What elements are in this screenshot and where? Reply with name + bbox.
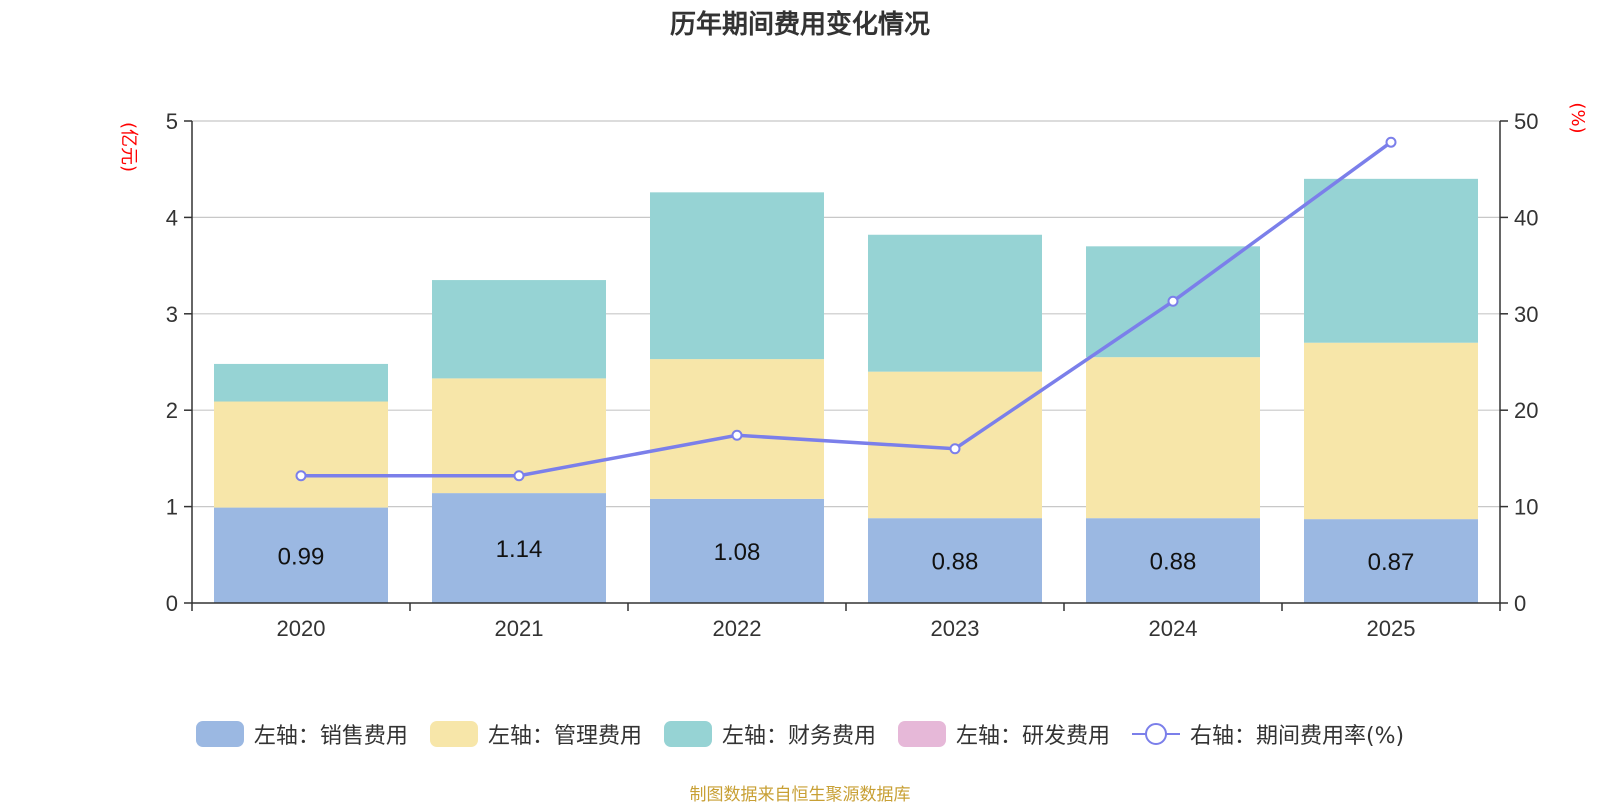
left-axis-unit: (亿元) (118, 122, 139, 172)
rate-point (295, 470, 307, 482)
x-tick-label: 2024 (1149, 616, 1198, 641)
bar (868, 518, 1042, 603)
rate-point (1167, 295, 1179, 307)
legend-item[interactable]: 左轴：管理费用 (429, 718, 642, 750)
x-tick-label: 2020 (277, 616, 326, 641)
rate-point (731, 429, 743, 441)
bar (214, 401, 388, 508)
bar-data-label: 0.87 (1368, 549, 1415, 576)
left-tick-label: 2 (166, 398, 178, 423)
bar-data-label: 0.99 (278, 543, 325, 570)
bar-data-label: 0.88 (932, 549, 979, 576)
left-tick-label: 1 (166, 495, 178, 520)
rate-point (1385, 136, 1397, 148)
legend-swatch (897, 721, 946, 747)
bar (214, 363, 388, 402)
bar (1086, 357, 1260, 519)
legend-label: 左轴：研发费用 (955, 724, 1110, 749)
right-tick-label: 30 (1514, 302, 1538, 327)
bar (432, 280, 606, 379)
legend-swatch (663, 721, 712, 747)
legend-item[interactable]: 右轴：期间费用率(%) (1131, 718, 1405, 750)
legend-swatch (429, 721, 478, 747)
bar (650, 498, 824, 603)
bars (214, 178, 1478, 603)
left-tick-label: 5 (166, 109, 178, 134)
bar (214, 507, 388, 603)
legend-swatch (1131, 723, 1180, 745)
data-labels: 0.99 1.14 1.08 0.88 0.88 0.87 (278, 536, 1415, 576)
legend-label: 左轴：销售费用 (253, 724, 408, 749)
left-tick-label: 3 (166, 302, 178, 327)
x-tick-label: 2021 (495, 616, 544, 641)
rate-line (295, 136, 1397, 482)
rate-point (949, 443, 961, 455)
rate-line-path (301, 140, 1393, 478)
bar (432, 493, 606, 603)
bar (868, 234, 1042, 372)
right-tick-label: 20 (1514, 398, 1538, 423)
right-tick-label: 10 (1514, 495, 1538, 520)
legend-swatch (195, 721, 244, 747)
grid-lines (192, 120, 1500, 508)
legend-item[interactable]: 左轴：销售费用 (195, 718, 408, 750)
legend: 左轴：销售费用 左轴：管理费用 左轴：财务费用 左轴：研发费用 右轴：期间费用率(%) (0, 718, 1600, 750)
bar (1304, 342, 1478, 520)
bar (1304, 178, 1478, 343)
right-tick-label: 40 (1514, 205, 1538, 230)
bar-data-label: 0.88 (1150, 549, 1197, 576)
right-tick-label: 50 (1514, 109, 1538, 134)
right-tick-label: 0 (1514, 591, 1526, 616)
x-tick-label: 2023 (931, 616, 980, 641)
x-tick-label: 2022 (713, 616, 762, 641)
right-axis-unit: (%) (1567, 102, 1588, 133)
left-tick-label: 0 (166, 591, 178, 616)
bar (650, 192, 824, 360)
chart-title: 历年期间费用变化情况 (669, 10, 930, 40)
legend-label: 左轴：管理费用 (487, 724, 642, 749)
legend-label: 左轴：财务费用 (721, 724, 876, 749)
bar-data-label: 1.14 (496, 536, 543, 563)
x-tick-label: 2025 (1367, 616, 1416, 641)
bar (1086, 518, 1260, 603)
rate-point (513, 470, 525, 482)
bar-data-label: 1.08 (714, 539, 761, 566)
legend-label: 右轴：期间费用率(%) (1189, 724, 1405, 749)
source-note: 制图数据来自恒生聚源数据库 (689, 785, 911, 805)
legend-item[interactable]: 左轴：财务费用 (663, 718, 876, 750)
legend-item[interactable]: 左轴：研发费用 (897, 718, 1110, 750)
bar (1304, 519, 1478, 603)
bar (650, 359, 824, 499)
left-tick-label: 4 (166, 205, 178, 230)
